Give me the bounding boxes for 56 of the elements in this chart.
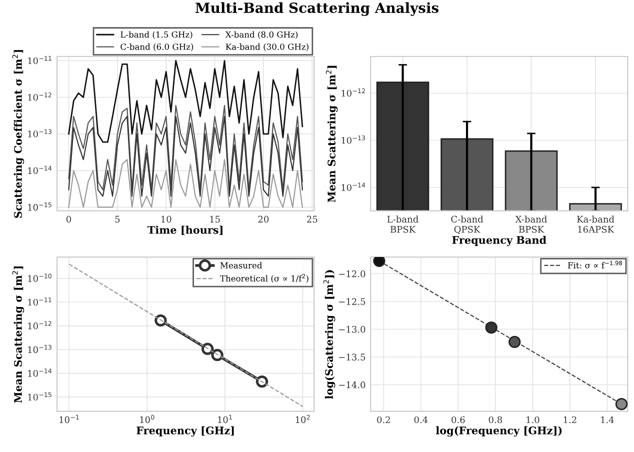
legend-label: Measured: [220, 262, 262, 268]
x-tick-label: 15: [210, 216, 220, 223]
y-tick-label: 10$^{−12}$: [28, 92, 52, 101]
x-tick-label: 1.0: [526, 416, 540, 424]
y-axis-title: Mean Scattering σ [m$^{2}$]: [326, 66, 338, 202]
x-tick-label: C-band QPSK: [451, 216, 484, 234]
x-axis-title: Frequency Band: [452, 236, 546, 246]
legend-label: Theoretical (σ ∝ 1/f$^{2}$): [220, 274, 308, 283]
y-tick-label: 10$^{−15}$: [28, 202, 52, 211]
y-tick-label: 10$^{−13}$: [28, 344, 52, 354]
x-tick-label: 10$^{2}$: [296, 414, 310, 424]
legend-label: L-band (1.5 GHz): [120, 31, 192, 39]
y-tick-label: 10$^{−12}$: [28, 321, 52, 330]
legend-label: Fit: σ ∝ f$^{−1.98}$: [568, 260, 622, 268]
x-axis-title: Frequency [GHz]: [136, 426, 234, 437]
y-tick-label: −13.0: [339, 326, 366, 333]
x-tick-label: 0.4: [414, 416, 428, 424]
x-tick-label: 10$^{1}$: [218, 414, 232, 424]
legend-label: X-band (8.0 GHz): [225, 31, 298, 39]
legend-label: C-band (6.0 GHz): [120, 43, 194, 52]
y-tick-label: 10$^{−14}$: [28, 368, 52, 377]
y-axis-title: Scattering Coefficient σ [m$^{2}$]: [12, 50, 24, 218]
y-tick-label: 10$^{−13}$: [28, 129, 52, 138]
y-tick-label: −12.0: [339, 270, 366, 278]
y-tick-label: 10$^{−14}$: [28, 166, 52, 174]
x-tick-label: 0.8: [488, 416, 502, 424]
x-axis-title: Time [hours]: [148, 226, 222, 236]
y-tick-label: 10$^{−11}$: [28, 56, 52, 64]
x-tick-label: 20: [258, 216, 269, 223]
chart-title: Multi-Band Scattering Analysis: [196, 2, 438, 16]
legend-label: Ka-band (30.0 GHz): [226, 43, 308, 52]
y-tick-label: 10$^{−12}$: [342, 88, 365, 97]
y-tick-label: 10$^{−13}$: [342, 136, 365, 144]
x-tick-label: 1.2: [564, 416, 576, 424]
x-tick-label: 0.6: [452, 416, 465, 424]
x-tick-label: 25: [307, 216, 318, 223]
x-tick-label: X-band BPSK: [515, 216, 547, 233]
y-tick-label: −14.0: [339, 381, 366, 388]
x-tick-label: L-band BPSK: [387, 216, 418, 233]
y-tick-label: 10$^{−14}$: [342, 182, 366, 191]
x-tick-label: Ka-band 16APSK: [577, 216, 614, 233]
y-tick-label: −13.5: [339, 354, 366, 360]
y-axis-title: Mean Scattering σ [m$^{2}$]: [12, 266, 24, 403]
x-tick-label: 1.4: [601, 416, 614, 424]
y-tick-label: 10$^{−15}$: [28, 392, 52, 401]
y-tick-label: 10$^{−10}$: [28, 274, 52, 282]
x-tick-label: 10: [161, 216, 172, 223]
x-axis-title: log(Frequency [GHz]): [436, 426, 562, 437]
x-tick-label: 5: [115, 216, 120, 223]
y-tick-label: −12.5: [339, 298, 366, 306]
x-tick-label: 0.2: [377, 416, 390, 424]
x-tick-label: 0: [66, 216, 72, 223]
x-tick-label: 10$^{−1}$: [60, 414, 79, 424]
x-tick-label: 10$^{0}$: [140, 414, 154, 424]
y-tick-label: 10$^{−11}$: [28, 297, 52, 306]
y-axis-title: log(Scattering σ [m$^{2}$]): [323, 270, 336, 399]
